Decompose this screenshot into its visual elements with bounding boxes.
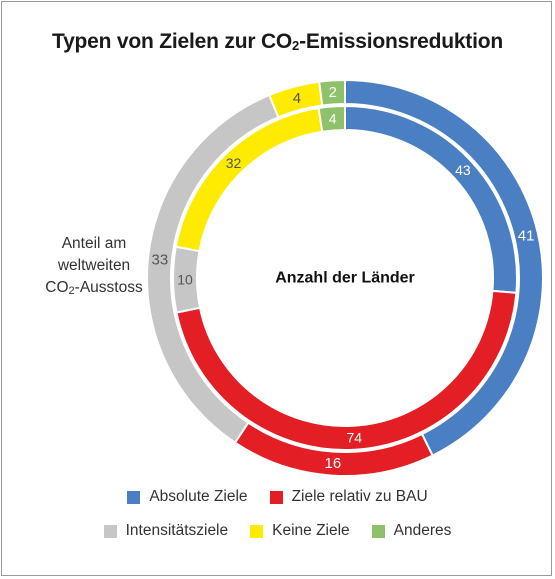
legend-swatch: [250, 524, 264, 538]
outer-slice-anderes: [318, 78, 346, 107]
legend-item: Ziele relativ zu BAU: [269, 488, 428, 506]
legend-item: Anderes: [371, 522, 452, 540]
inner-label-intensit-tsziele: 10: [177, 272, 193, 288]
center-label: Anzahl der Länder: [275, 270, 415, 287]
legend-item: Absolute Ziele: [127, 488, 248, 506]
outer-label-intensit-tsziele: 33: [152, 251, 169, 268]
inner-label-keine-ziele: 32: [226, 155, 242, 171]
legend-item: Intensitätsziele: [103, 522, 229, 540]
inner-label-ziele-relativ-zu-bau: 74: [346, 430, 362, 446]
inner-label-anderes: 4: [329, 110, 337, 126]
legend-swatch: [103, 524, 117, 538]
inner-slice-absolute-ziele: [344, 104, 518, 294]
outer-label-ziele-relativ-zu-bau: 16: [324, 455, 341, 472]
legend-label: Ziele relativ zu BAU: [291, 488, 428, 505]
legend-swatch: [269, 490, 283, 504]
legend-label: Intensitätsziele: [125, 522, 229, 539]
inner-slice-anderes: [317, 104, 346, 133]
legend-row-bottom: Intensitätsziele Keine Ziele Anderes: [0, 522, 555, 540]
legend-item: Keine Ziele: [250, 522, 350, 540]
outer-label-absolute-ziele: 41: [518, 227, 535, 244]
chart-title: Typen von Zielen zur CO2-Emissionsredukt…: [52, 30, 503, 53]
legend-label: Anderes: [393, 522, 452, 539]
inner-label-absolute-ziele: 43: [455, 162, 471, 178]
legend-row-top: Absolute Ziele Ziele relativ zu BAU: [0, 488, 555, 506]
legend-swatch: [371, 524, 385, 538]
legend-label: Keine Ziele: [272, 522, 350, 539]
legend-swatch: [127, 490, 141, 504]
legend-label: Absolute Ziele: [149, 488, 248, 505]
outer-label-keine-ziele: 4: [293, 90, 301, 107]
outer-ring-label: Anteil am weltweiten CO2-Ausstoss: [45, 235, 143, 297]
outer-label-anderes: 2: [329, 84, 337, 101]
